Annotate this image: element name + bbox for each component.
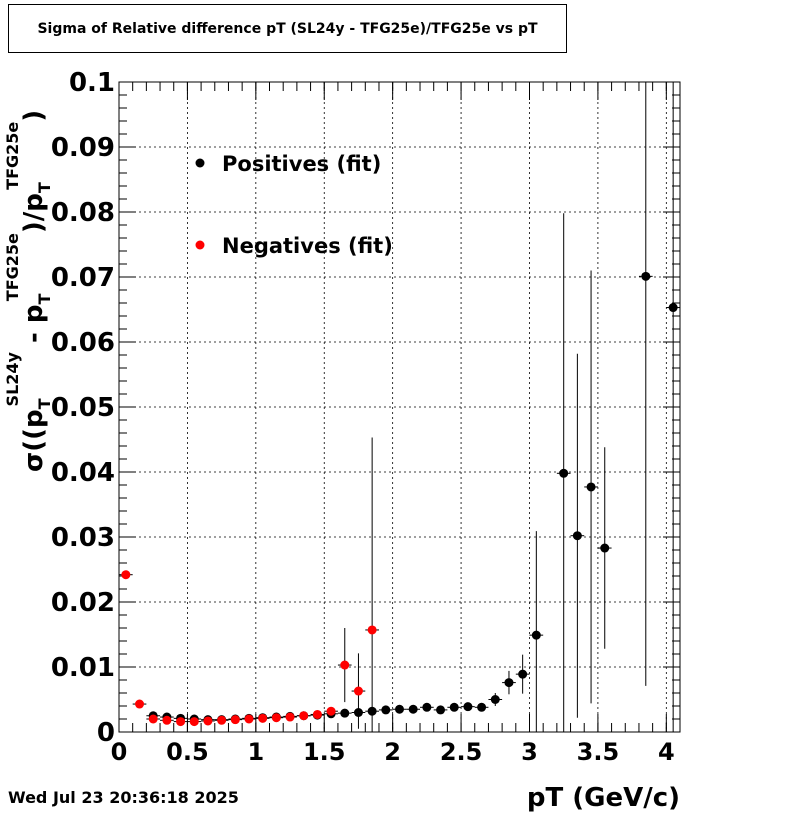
data-point	[490, 695, 500, 704]
data-point	[586, 482, 596, 492]
data-layer	[119, 82, 680, 732]
data-point	[422, 702, 432, 712]
data-point	[408, 704, 418, 714]
data-point	[176, 717, 186, 727]
data-point	[395, 704, 404, 714]
x-tick-label: 3.5	[577, 738, 620, 766]
x-tick-labels: 0 0.5 1 1.5 2 2.5 3 3.5 4	[111, 738, 675, 766]
data-point	[559, 468, 569, 478]
data-point	[285, 712, 295, 722]
data-point	[367, 625, 377, 635]
grid-layer	[119, 82, 680, 732]
y-label-mid: - p	[19, 305, 49, 353]
data-point	[189, 717, 199, 727]
y-tick-label: 0.06	[51, 328, 115, 358]
data-point	[244, 714, 254, 724]
y-tick-label: 0.05	[51, 393, 115, 423]
data-point	[572, 531, 582, 541]
data-point	[353, 686, 363, 696]
x-axis-label: pT (GeV/c)	[527, 783, 680, 813]
data-point	[463, 702, 473, 712]
y-label-mid2: )/p	[19, 193, 49, 233]
y-label-sub1: T	[35, 398, 54, 409]
y-tick-label: 0	[97, 718, 115, 748]
legend-marker	[195, 240, 205, 250]
y-tick-label: 0.1	[69, 68, 115, 98]
data-point	[531, 630, 541, 640]
x-tick-label: 4	[658, 738, 675, 766]
data-point	[230, 715, 240, 725]
x-tick-label: 2	[384, 738, 401, 766]
data-point	[600, 543, 610, 553]
data-point	[381, 705, 391, 715]
y-label-prefix: σ((p	[19, 409, 49, 472]
x-tick-label: 1	[247, 738, 264, 766]
data-point	[477, 702, 487, 712]
data-point	[518, 669, 528, 679]
data-point	[340, 708, 350, 718]
x-tick-label: 1.5	[303, 738, 346, 766]
y-label-sup1: SL24y	[3, 351, 22, 406]
y-tick-label: 0.03	[51, 523, 115, 553]
legend: Positives (fit) Negatives (fit)	[195, 152, 393, 258]
data-point	[121, 570, 131, 580]
data-point	[135, 699, 145, 709]
legend-label: Negatives (fit)	[222, 234, 393, 258]
legend-label: Positives (fit)	[222, 152, 381, 176]
x-tick-label: 0	[111, 738, 128, 766]
y-label-sub2: T	[35, 293, 54, 304]
y-tick-labels: 0 0.01 0.02 0.03 0.04 0.05 0.06 0.07 0.08 0.09 0.1	[51, 68, 115, 748]
data-point	[271, 713, 281, 723]
y-label-suffix: )	[19, 110, 49, 122]
data-point	[340, 660, 350, 670]
data-point	[258, 713, 268, 723]
x-tick-label: 3	[521, 738, 538, 766]
data-point	[504, 678, 514, 688]
chart-title: Sigma of Relative difference pT (SL24y -…	[37, 20, 538, 37]
data-point	[148, 714, 158, 724]
series-negatives	[119, 437, 379, 732]
y-tick-label: 0.01	[51, 653, 115, 683]
svg-text:σ((pTSL24y - pTTFG25e)/pTTFG25: σ((pTSL24y - pTTFG25e)/pTTFG25e)	[3, 110, 54, 472]
x-tick-label: 2.5	[440, 738, 483, 766]
y-label-sup3: TFG25e	[3, 122, 22, 190]
data-point	[449, 702, 459, 712]
data-point	[312, 709, 322, 719]
y-tick-label: 0.09	[51, 133, 115, 163]
y-tick-label: 0.02	[51, 588, 115, 618]
y-axis-label: σ((pTSL24y - pTTFG25e)/pTTFG25e)	[3, 110, 54, 472]
y-tick-label: 0.08	[51, 198, 115, 228]
legend-marker	[195, 158, 205, 168]
y-tick-label: 0.04	[51, 458, 115, 488]
x-tick-label: 0.5	[166, 738, 209, 766]
data-point	[641, 271, 651, 281]
data-point	[668, 303, 678, 313]
data-point	[162, 715, 172, 725]
chart-title-box: Sigma of Relative difference pT (SL24y -…	[8, 4, 567, 53]
data-point	[203, 716, 213, 726]
timestamp: Wed Jul 23 20:36:18 2025	[8, 788, 239, 807]
data-point	[436, 705, 446, 715]
data-point	[326, 706, 336, 716]
data-point	[217, 715, 227, 725]
y-label-sub3: T	[35, 182, 54, 193]
y-label-sup2: TFG25e	[3, 233, 22, 301]
y-tick-label: 0.07	[51, 263, 115, 293]
data-point	[299, 711, 309, 721]
